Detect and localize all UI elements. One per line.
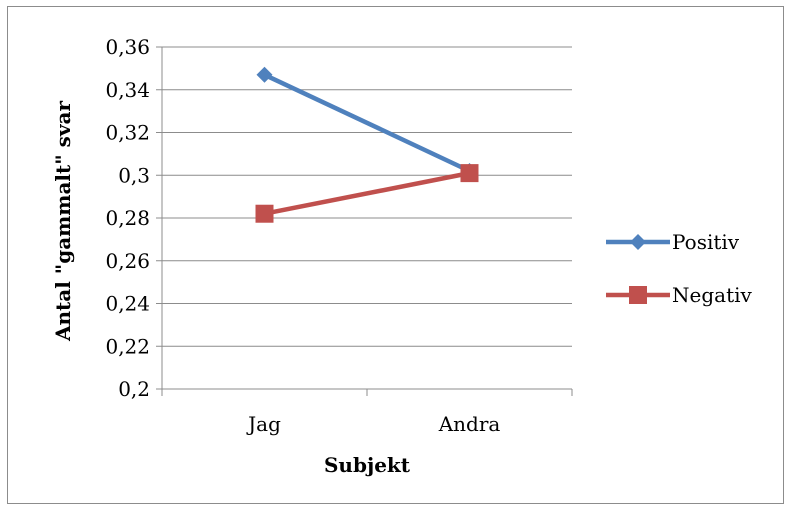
- series-line-negativ: [264, 170, 470, 216]
- data-point-negativ: [255, 204, 274, 223]
- data-point-positiv: [256, 66, 273, 83]
- y-axis-title: Antal "gammalt" svar: [51, 101, 75, 343]
- y-tick-label: 0,32: [105, 121, 150, 145]
- y-tick-label: 0,28: [105, 206, 150, 230]
- y-tick-labels: 0,2 0,22 0,24 0,26 0,28 0,3 0,32 0,34 0,36: [105, 35, 150, 401]
- series: [255, 66, 479, 223]
- x-tick-labels: Jag Andra: [246, 412, 500, 436]
- axes: [156, 46, 573, 396]
- x-axis-title: Subjekt: [324, 453, 411, 477]
- legend: Positiv Negativ: [606, 230, 752, 307]
- chart-frame: [7, 6, 784, 504]
- series-line-positiv: [263, 72, 471, 174]
- y-tick-label: 0,3: [118, 163, 150, 187]
- y-tick-label: 0,2: [118, 377, 150, 401]
- gridlines: [162, 46, 572, 347]
- legend-label-positiv: Positiv: [672, 230, 740, 254]
- legend-marker-negativ: [629, 286, 647, 304]
- legend-marker-positiv: [630, 234, 646, 250]
- y-tick-label: 0,24: [105, 292, 150, 316]
- data-point-negativ: [460, 164, 479, 183]
- y-tick-label: 0,22: [105, 334, 150, 358]
- legend-label-negativ: Negativ: [672, 283, 752, 307]
- y-tick-label: 0,26: [105, 249, 150, 273]
- y-tick-label: 0,34: [105, 78, 150, 102]
- y-tick-label: 0,36: [105, 35, 150, 59]
- x-tick-label: Jag: [246, 412, 281, 436]
- x-tick-label: Andra: [438, 412, 501, 436]
